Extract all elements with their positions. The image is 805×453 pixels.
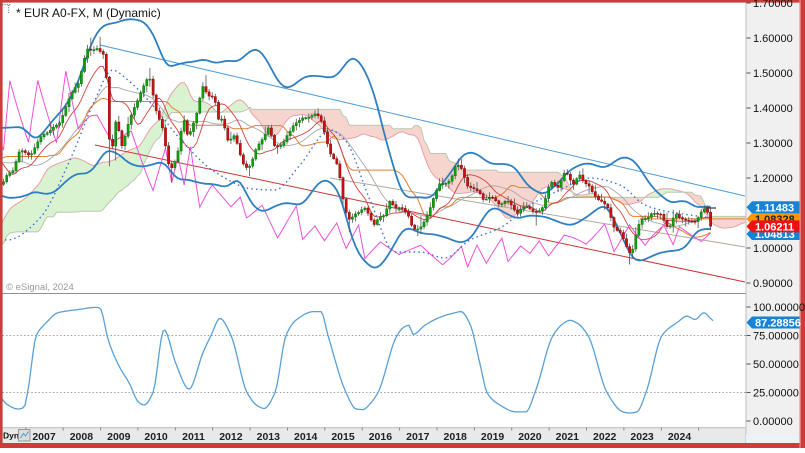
- svg-text:2018: 2018: [444, 431, 468, 443]
- svg-text:2009: 2009: [107, 431, 131, 443]
- svg-text:0.90000: 0.90000: [753, 278, 793, 290]
- svg-text:2021: 2021: [556, 431, 580, 443]
- svg-text:1.06211: 1.06211: [755, 221, 794, 233]
- svg-text:87.28856: 87.28856: [755, 318, 801, 330]
- svg-text:0.00000: 0.00000: [753, 416, 793, 428]
- svg-text:* EUR A0-FX, M (Dynamic): * EUR A0-FX, M (Dynamic): [16, 6, 161, 20]
- svg-text:1.30000: 1.30000: [753, 138, 793, 150]
- svg-text:2022: 2022: [593, 431, 617, 443]
- svg-text:25.00000: 25.00000: [753, 388, 799, 400]
- svg-text:2012: 2012: [219, 431, 243, 443]
- svg-text:2014: 2014: [294, 431, 318, 443]
- svg-text:1.60000: 1.60000: [753, 33, 793, 45]
- svg-text:2011: 2011: [182, 431, 205, 443]
- svg-text:75.00000: 75.00000: [753, 331, 799, 343]
- svg-text:1.70000: 1.70000: [753, 0, 793, 10]
- svg-text:2013: 2013: [257, 431, 281, 443]
- svg-text:1.50000: 1.50000: [753, 68, 793, 80]
- svg-text:2015: 2015: [331, 431, 355, 443]
- svg-text:2017: 2017: [406, 431, 430, 443]
- svg-text:2020: 2020: [518, 431, 542, 443]
- svg-text:50.00000: 50.00000: [753, 359, 799, 371]
- svg-text:1.40000: 1.40000: [753, 103, 793, 115]
- svg-text:1.11483: 1.11483: [755, 202, 794, 214]
- svg-text:2023: 2023: [630, 431, 654, 443]
- svg-text:2008: 2008: [70, 431, 94, 443]
- svg-text:© eSignal, 2024: © eSignal, 2024: [6, 282, 74, 293]
- svg-text:2024: 2024: [668, 431, 692, 443]
- svg-text:2010: 2010: [144, 431, 168, 443]
- svg-text:1.00000: 1.00000: [753, 243, 793, 255]
- svg-text:100.00000: 100.00000: [753, 302, 805, 314]
- svg-text:2019: 2019: [481, 431, 505, 443]
- svg-text:Dyn: Dyn: [3, 431, 19, 441]
- svg-text:2016: 2016: [369, 431, 393, 443]
- svg-text:1.20000: 1.20000: [753, 173, 793, 185]
- svg-text:2007: 2007: [32, 431, 56, 443]
